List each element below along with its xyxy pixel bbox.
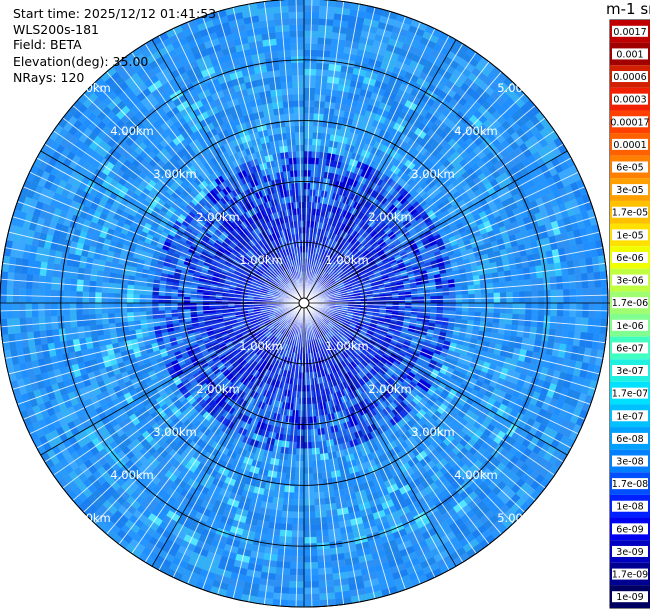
ppi-plot: 1.00km 1.00km1.00km1.00km2.00km 2.00km2.00… bbox=[0, 0, 650, 608]
